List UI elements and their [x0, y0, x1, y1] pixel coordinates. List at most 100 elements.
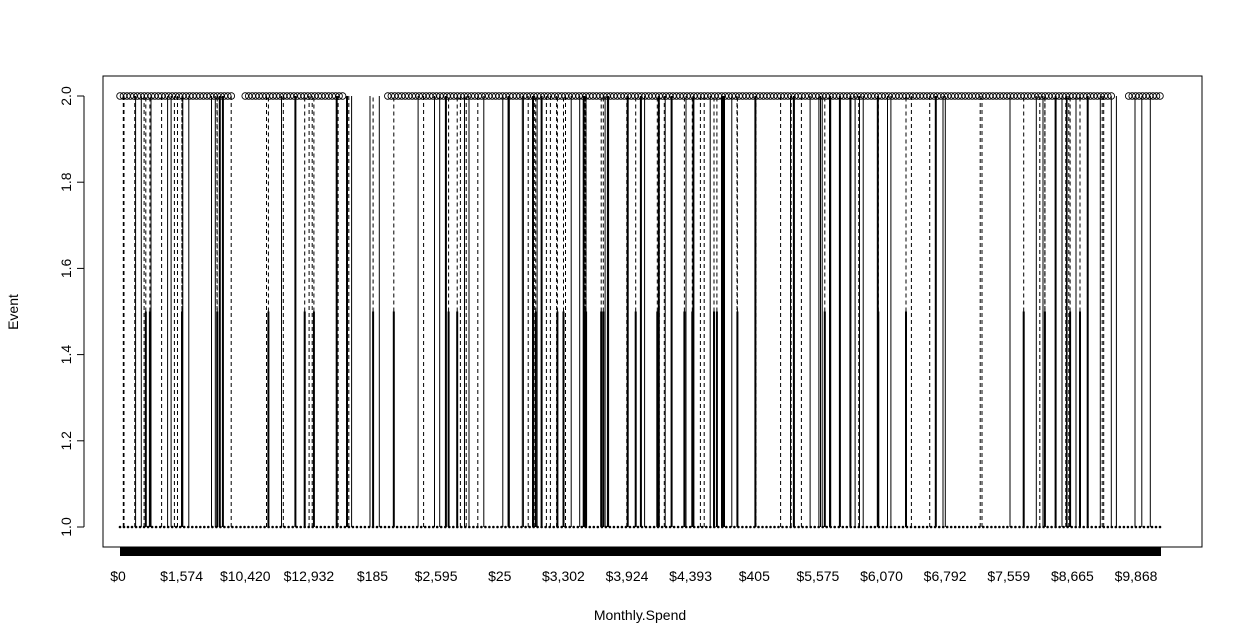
- data-point-low: [986, 525, 989, 529]
- x-tick-label: $6,070: [860, 568, 903, 584]
- data-point-low: [897, 525, 901, 529]
- data-point-low: [680, 525, 684, 529]
- data-point-low: [1154, 525, 1158, 529]
- data-point-low: [1030, 525, 1033, 529]
- data-point-low: [865, 525, 869, 529]
- data-point-low: [355, 525, 359, 529]
- x-tick-label: $4,393: [669, 568, 712, 584]
- data-point-low: [1010, 525, 1013, 529]
- data-point-low: [343, 525, 347, 529]
- data-point-low: [700, 525, 704, 529]
- data-point-low: [757, 525, 760, 529]
- data-point-low: [1106, 525, 1110, 529]
- x-tick-label: $3,924: [606, 568, 649, 584]
- data-point-low: [271, 525, 274, 529]
- data-point-low: [484, 525, 487, 529]
- x-tick-label: $12,932: [284, 568, 335, 584]
- data-point-low: [319, 525, 323, 529]
- data-point-low: [528, 525, 531, 529]
- data-point-low: [608, 525, 612, 529]
- y-tick-label: 2.0: [58, 86, 74, 106]
- data-point-low: [725, 525, 728, 529]
- data-point-low: [199, 525, 202, 529]
- x-tick-label: $9,868: [1115, 568, 1158, 584]
- data-point-low: [576, 525, 580, 529]
- data-point-low: [1014, 525, 1017, 529]
- data-point-low: [496, 525, 499, 529]
- x-tick-label: $8,665: [1051, 568, 1094, 584]
- data-point-low: [1090, 525, 1093, 529]
- data-point-low: [1082, 525, 1085, 529]
- x-tick-label: $1,574: [160, 568, 203, 584]
- data-point-low: [998, 525, 1001, 529]
- data-point-low: [825, 525, 828, 529]
- data-point-low: [1046, 525, 1049, 529]
- y-tick-label: 1.6: [58, 258, 74, 278]
- data-point-low: [801, 525, 804, 529]
- y-tick-label: 1.0: [58, 517, 74, 537]
- data-point-low: [427, 525, 431, 529]
- data-point-low: [769, 525, 772, 529]
- data-point-low: [472, 525, 475, 529]
- plot-area: [116, 92, 1164, 529]
- data-point-low: [568, 525, 571, 529]
- data-point-high: [338, 92, 347, 100]
- data-point-low: [1158, 525, 1162, 529]
- data-point-low: [383, 525, 387, 529]
- data-point-low: [130, 525, 134, 529]
- data-point-low: [1118, 525, 1122, 529]
- data-point-low: [174, 525, 178, 529]
- data-point-low: [636, 525, 640, 529]
- data-point-low: [452, 525, 455, 529]
- data-point-low: [777, 525, 780, 529]
- data-point-low: [1142, 525, 1146, 529]
- data-point-low: [845, 525, 849, 529]
- data-point-low: [1126, 525, 1130, 529]
- y-tick-label: 1.4: [58, 345, 74, 365]
- data-point-low: [158, 525, 162, 529]
- data-point-low: [403, 525, 407, 529]
- data-point-low: [937, 525, 941, 529]
- x-tick-label: $5,575: [796, 568, 839, 584]
- data-point-low: [375, 525, 379, 529]
- data-point-low: [387, 525, 391, 529]
- x-tick-label: $7,559: [987, 568, 1030, 584]
- data-point-low: [974, 525, 977, 529]
- data-point-low: [552, 525, 555, 529]
- data-point-low: [953, 525, 957, 529]
- data-point-high: [224, 92, 232, 100]
- data-point-low: [676, 525, 680, 529]
- data-point-low: [154, 525, 158, 529]
- data-point-low: [363, 525, 367, 529]
- data-point-low: [323, 525, 327, 529]
- data-point-low: [423, 525, 427, 529]
- data-point-low: [1094, 525, 1098, 529]
- data-point-low: [741, 525, 744, 529]
- data-point-low: [966, 525, 969, 529]
- data-point-low: [945, 525, 949, 529]
- x-axis-title: Monthly.Spend: [594, 607, 686, 623]
- data-point-low: [512, 525, 515, 529]
- data-point-low: [592, 525, 596, 529]
- x-tick-label: $0: [110, 568, 126, 584]
- data-point-low: [982, 525, 985, 529]
- data-point-low: [1146, 525, 1150, 529]
- data-point-low: [596, 525, 600, 529]
- data-point-low: [359, 525, 363, 529]
- data-point-low: [126, 525, 130, 529]
- data-point-low: [672, 525, 676, 529]
- data-point-low: [841, 525, 845, 529]
- data-point-low: [781, 525, 784, 529]
- data-point-low: [612, 525, 616, 529]
- data-point-low: [1002, 525, 1005, 529]
- data-point-low: [524, 525, 527, 529]
- data-point-high: [1156, 92, 1164, 100]
- data-point-low: [1130, 525, 1134, 529]
- data-point-low: [893, 525, 897, 529]
- data-point-low: [263, 525, 266, 529]
- data-point-low: [255, 525, 258, 529]
- data-point-low: [146, 525, 150, 529]
- data-point-high: [1152, 92, 1161, 100]
- data-point-low: [990, 525, 993, 529]
- x-axis: $0 $1,574 $10,420 $12,932 $185 $2,595 $25 $3,30…: [110, 547, 1161, 584]
